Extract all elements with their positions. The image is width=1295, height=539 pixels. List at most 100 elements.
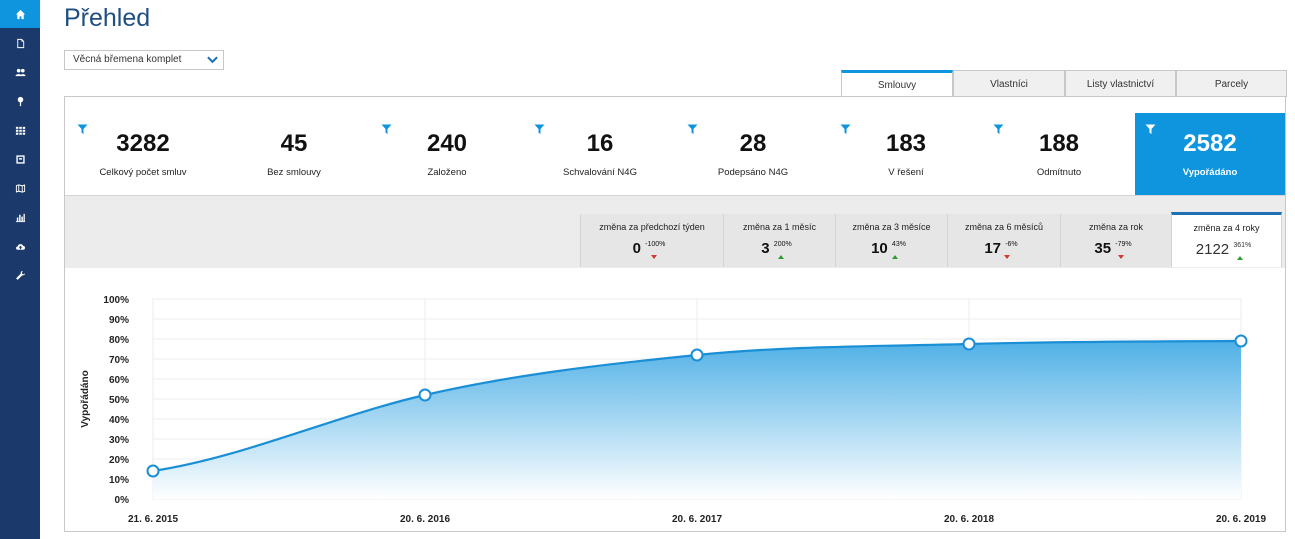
change-value: 35 [1094, 240, 1112, 257]
stat-value: 45 [280, 130, 308, 157]
tab-label: Parcely [1214, 78, 1249, 90]
bar-chart-icon [15, 213, 25, 222]
y-tick-label: 60% [109, 375, 129, 386]
change-box[interactable]: změna za rok 35 -79% [1060, 214, 1171, 267]
arrow-up-icon [891, 255, 898, 259]
stat-tile[interactable]: 183 V řešení [830, 97, 982, 195]
users-icon [14, 68, 26, 76]
overview-panel: 3282 Celkový počet smluv 45 Bez smlouvy 240 Z… [64, 96, 1286, 532]
x-tick-label: 20. 6. 2017 [672, 514, 722, 525]
change-box[interactable]: změna za předchozí týden 0 -100% [580, 214, 723, 267]
change-percent: 43% [891, 241, 906, 248]
change-percent: -79% [1115, 241, 1132, 248]
arrow-up-icon [1237, 256, 1244, 260]
change-box[interactable]: změna za 3 měsíce 10 43% [835, 214, 947, 267]
stat-tile[interactable]: 188 Odmítnuto [983, 97, 1135, 195]
change-box[interactable]: změna za 4 roky 2122 361% [1171, 212, 1282, 267]
x-tick-label: 20. 6. 2018 [944, 514, 994, 525]
filter-icon[interactable] [993, 124, 1004, 135]
filter-icon[interactable] [381, 124, 392, 135]
stat-value: 28 [739, 130, 767, 157]
y-tick-label: 70% [109, 355, 129, 366]
data-point [418, 388, 432, 402]
change-title: změna za 4 roky [1193, 223, 1260, 233]
y-tick-label: 100% [103, 295, 129, 306]
map-icon [15, 183, 25, 193]
y-axis-label: Vypořádáno [80, 370, 91, 427]
sidebar [0, 0, 40, 539]
x-tick-label: 21. 6. 2015 [128, 514, 178, 525]
arrow-up-icon [777, 255, 784, 259]
change-value: 2122 [1195, 241, 1230, 258]
change-title: změna za 1 měsíc [742, 222, 817, 232]
filter-icon[interactable] [687, 124, 698, 135]
stat-label: Vypořádáno [1182, 167, 1238, 178]
change-box[interactable]: změna za 1 měsíc 3 200% [723, 214, 835, 267]
sidebar-item-box[interactable] [0, 145, 40, 173]
sidebar-item-home[interactable] [0, 0, 40, 28]
change-box[interactable]: změna za 6 měsíců 17 -6% [947, 214, 1060, 267]
stat-tile[interactable]: 45 Bez smlouvy [218, 97, 370, 195]
stat-tile[interactable]: 16 Schvalování N4G [524, 97, 676, 195]
sidebar-item-grid[interactable] [0, 116, 40, 144]
wrench-icon [15, 270, 25, 280]
sidebar-item-users[interactable] [0, 58, 40, 86]
stat-value: 16 [586, 130, 614, 157]
sidebar-item-wrench[interactable] [0, 261, 40, 289]
change-title: změna za 6 měsíců [964, 222, 1044, 232]
y-tick-label: 80% [109, 335, 129, 346]
y-tick-label: 0% [115, 495, 130, 506]
change-percent: -6% [1005, 241, 1018, 248]
data-point [1234, 334, 1248, 348]
tab-label: Listy vlastnictví [1086, 78, 1155, 90]
filter-icon[interactable] [1145, 124, 1156, 135]
filter-icon[interactable] [534, 124, 545, 135]
change-title: změna za předchozí týden [599, 222, 705, 232]
data-point [962, 337, 976, 351]
area-fill [153, 341, 1241, 499]
change-value: 3 [761, 240, 770, 257]
chevron-down-icon [207, 56, 218, 64]
stat-label: Založeno [427, 167, 467, 178]
stat-value: 2582 [1183, 130, 1237, 157]
stat-value: 240 [426, 130, 468, 157]
stat-label: Odmítnuto [1036, 167, 1082, 178]
tab-vlastnici[interactable]: Vlastníci [953, 70, 1065, 97]
stat-tile[interactable]: 3282 Celkový počet smluv [67, 97, 219, 195]
y-tick-label: 20% [109, 455, 129, 466]
x-tick-label: 20. 6. 2019 [1216, 514, 1266, 525]
change-percent: 200% [773, 241, 792, 248]
sidebar-item-bar-chart[interactable] [0, 203, 40, 231]
tab-listy-vlastnictvi[interactable]: Listy vlastnictví [1065, 70, 1176, 97]
stat-tile[interactable]: 240 Založeno [371, 97, 523, 195]
change-value: 10 [871, 240, 888, 257]
stat-tile[interactable]: 2582 Vypořádáno [1135, 113, 1285, 203]
data-point [690, 348, 704, 362]
y-tick-label: 90% [109, 315, 129, 326]
sidebar-item-document[interactable] [0, 29, 40, 57]
stat-value: 183 [885, 130, 927, 157]
grid-icon [15, 126, 25, 135]
document-icon [16, 38, 24, 48]
sidebar-item-map[interactable] [0, 174, 40, 202]
tab-smlouvy[interactable]: Smlouvy [841, 70, 953, 98]
x-tick-label: 20. 6. 2016 [400, 514, 450, 525]
change-title: změna za rok [1088, 222, 1144, 232]
stat-label: Podepsáno N4G [717, 167, 789, 178]
change-percent: -100% [645, 241, 666, 248]
sidebar-item-cloud-upload[interactable] [0, 232, 40, 260]
filter-select[interactable]: Věcná břemena komplet [64, 50, 224, 70]
filter-select-value: Věcná břemena komplet [73, 54, 182, 65]
change-percent: 361% [1233, 242, 1252, 249]
stat-label: V řešení [888, 167, 924, 178]
stat-tile[interactable]: 28 Podepsáno N4G [677, 97, 829, 195]
filter-icon[interactable] [840, 124, 851, 135]
cloud-upload-icon [15, 243, 25, 250]
stat-value: 188 [1038, 130, 1080, 157]
tab-parcely[interactable]: Parcely [1176, 70, 1287, 97]
map-pin-icon [17, 96, 23, 106]
sidebar-item-map-pin[interactable] [0, 87, 40, 115]
change-title: změna za 3 měsíce [852, 222, 931, 232]
y-tick-label: 40% [109, 415, 129, 426]
filter-icon[interactable] [77, 124, 88, 135]
